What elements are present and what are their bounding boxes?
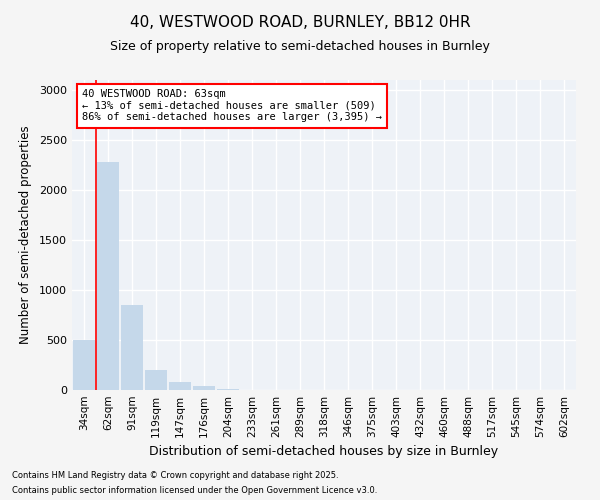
Text: 40, WESTWOOD ROAD, BURNLEY, BB12 0HR: 40, WESTWOOD ROAD, BURNLEY, BB12 0HR xyxy=(130,15,470,30)
Bar xyxy=(97,162,119,390)
Bar xyxy=(169,382,191,390)
Bar xyxy=(145,370,167,390)
Bar xyxy=(193,386,215,390)
Bar xyxy=(217,388,239,390)
Y-axis label: Number of semi-detached properties: Number of semi-detached properties xyxy=(19,126,32,344)
Bar xyxy=(121,305,143,390)
Text: Contains public sector information licensed under the Open Government Licence v3: Contains public sector information licen… xyxy=(12,486,377,495)
Text: Size of property relative to semi-detached houses in Burnley: Size of property relative to semi-detach… xyxy=(110,40,490,53)
Text: 40 WESTWOOD ROAD: 63sqm
← 13% of semi-detached houses are smaller (509)
86% of s: 40 WESTWOOD ROAD: 63sqm ← 13% of semi-de… xyxy=(82,90,382,122)
X-axis label: Distribution of semi-detached houses by size in Burnley: Distribution of semi-detached houses by … xyxy=(149,446,499,458)
Text: Contains HM Land Registry data © Crown copyright and database right 2025.: Contains HM Land Registry data © Crown c… xyxy=(12,471,338,480)
Bar xyxy=(73,340,95,390)
